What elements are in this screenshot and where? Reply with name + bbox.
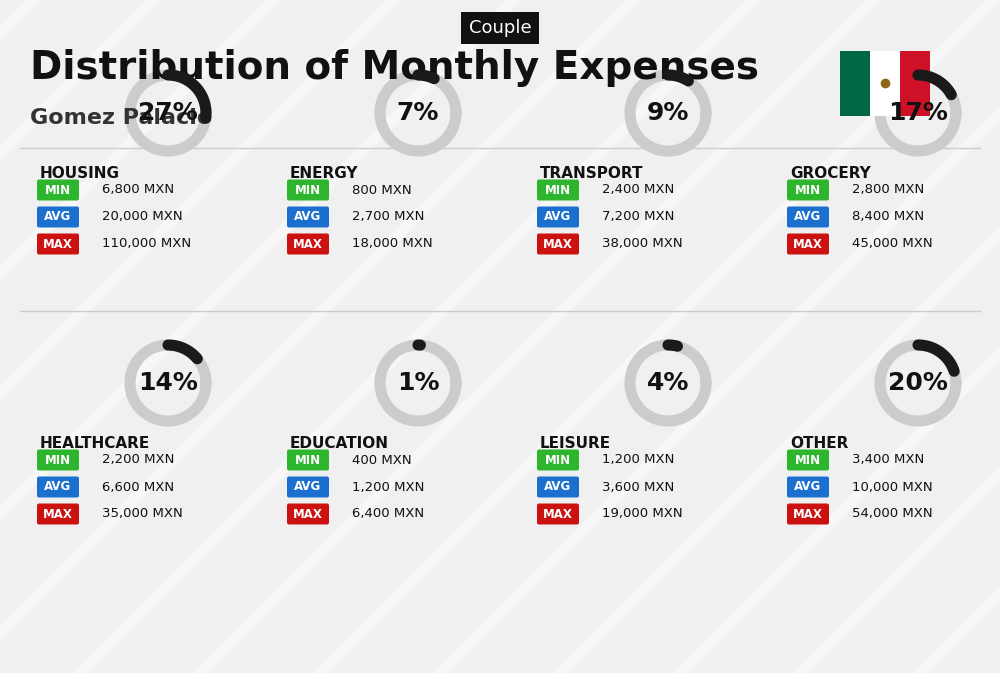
Text: MAX: MAX <box>543 507 573 520</box>
Text: ENERGY: ENERGY <box>290 166 358 181</box>
FancyBboxPatch shape <box>537 476 579 497</box>
Text: MAX: MAX <box>43 238 73 250</box>
Text: MIN: MIN <box>795 454 821 466</box>
Text: AVG: AVG <box>794 211 822 223</box>
Text: MIN: MIN <box>45 184 71 197</box>
Text: 10,000 MXN: 10,000 MXN <box>852 481 933 493</box>
FancyBboxPatch shape <box>37 207 79 227</box>
FancyBboxPatch shape <box>287 450 329 470</box>
Text: MAX: MAX <box>793 238 823 250</box>
Text: OTHER: OTHER <box>790 436 848 451</box>
Text: 6,600 MXN: 6,600 MXN <box>102 481 174 493</box>
Text: MIN: MIN <box>545 184 571 197</box>
Text: MAX: MAX <box>293 238 323 250</box>
Text: 4%: 4% <box>647 371 689 395</box>
FancyBboxPatch shape <box>287 234 329 254</box>
FancyBboxPatch shape <box>37 503 79 524</box>
FancyBboxPatch shape <box>37 450 79 470</box>
Text: 1,200 MXN: 1,200 MXN <box>602 454 674 466</box>
Text: Distribution of Monthly Expenses: Distribution of Monthly Expenses <box>30 49 759 87</box>
Text: 45,000 MXN: 45,000 MXN <box>852 238 933 250</box>
Text: 7,200 MXN: 7,200 MXN <box>602 211 674 223</box>
Text: Couple: Couple <box>469 19 531 37</box>
Text: 27%: 27% <box>138 101 198 125</box>
Text: LEISURE: LEISURE <box>540 436 611 451</box>
FancyBboxPatch shape <box>840 50 870 116</box>
FancyBboxPatch shape <box>37 180 79 201</box>
Text: 18,000 MXN: 18,000 MXN <box>352 238 433 250</box>
FancyBboxPatch shape <box>787 180 829 201</box>
Text: 14%: 14% <box>138 371 198 395</box>
Text: 17%: 17% <box>888 101 948 125</box>
FancyBboxPatch shape <box>287 476 329 497</box>
FancyBboxPatch shape <box>787 450 829 470</box>
Text: MIN: MIN <box>45 454 71 466</box>
FancyBboxPatch shape <box>537 207 579 227</box>
FancyBboxPatch shape <box>537 450 579 470</box>
Text: 400 MXN: 400 MXN <box>352 454 412 466</box>
Text: MIN: MIN <box>295 184 321 197</box>
Text: MIN: MIN <box>295 454 321 466</box>
FancyBboxPatch shape <box>287 207 329 227</box>
Text: 2,700 MXN: 2,700 MXN <box>352 211 424 223</box>
FancyBboxPatch shape <box>870 50 900 116</box>
Text: AVG: AVG <box>544 211 572 223</box>
Text: MAX: MAX <box>43 507 73 520</box>
Text: 110,000 MXN: 110,000 MXN <box>102 238 191 250</box>
Text: AVG: AVG <box>544 481 572 493</box>
Text: 38,000 MXN: 38,000 MXN <box>602 238 683 250</box>
Text: 3,400 MXN: 3,400 MXN <box>852 454 924 466</box>
Text: Gomez Palacio: Gomez Palacio <box>30 108 212 128</box>
Text: 3,600 MXN: 3,600 MXN <box>602 481 674 493</box>
Text: 6,400 MXN: 6,400 MXN <box>352 507 424 520</box>
FancyBboxPatch shape <box>787 207 829 227</box>
Text: HEALTHCARE: HEALTHCARE <box>40 436 150 451</box>
Text: HOUSING: HOUSING <box>40 166 120 181</box>
Text: GROCERY: GROCERY <box>790 166 871 181</box>
Text: 8,400 MXN: 8,400 MXN <box>852 211 924 223</box>
FancyBboxPatch shape <box>787 476 829 497</box>
Text: AVG: AVG <box>44 211 72 223</box>
Text: 6,800 MXN: 6,800 MXN <box>102 184 174 197</box>
Text: MAX: MAX <box>793 507 823 520</box>
Text: EDUCATION: EDUCATION <box>290 436 389 451</box>
Text: 800 MXN: 800 MXN <box>352 184 412 197</box>
Text: 9%: 9% <box>647 101 689 125</box>
Text: 54,000 MXN: 54,000 MXN <box>852 507 933 520</box>
Text: AVG: AVG <box>44 481 72 493</box>
Text: 20%: 20% <box>888 371 948 395</box>
Text: 1%: 1% <box>397 371 439 395</box>
FancyBboxPatch shape <box>287 180 329 201</box>
FancyBboxPatch shape <box>37 234 79 254</box>
FancyBboxPatch shape <box>900 50 930 116</box>
Text: 2,400 MXN: 2,400 MXN <box>602 184 674 197</box>
Text: 1,200 MXN: 1,200 MXN <box>352 481 424 493</box>
Text: MAX: MAX <box>543 238 573 250</box>
FancyBboxPatch shape <box>787 503 829 524</box>
FancyBboxPatch shape <box>537 180 579 201</box>
Text: 19,000 MXN: 19,000 MXN <box>602 507 683 520</box>
Text: MAX: MAX <box>293 507 323 520</box>
FancyBboxPatch shape <box>537 503 579 524</box>
Text: 2,800 MXN: 2,800 MXN <box>852 184 924 197</box>
Text: 7%: 7% <box>397 101 439 125</box>
Text: 35,000 MXN: 35,000 MXN <box>102 507 183 520</box>
FancyBboxPatch shape <box>537 234 579 254</box>
FancyBboxPatch shape <box>287 503 329 524</box>
Text: 20,000 MXN: 20,000 MXN <box>102 211 183 223</box>
Text: MIN: MIN <box>795 184 821 197</box>
Text: MIN: MIN <box>545 454 571 466</box>
Text: AVG: AVG <box>294 481 322 493</box>
FancyBboxPatch shape <box>37 476 79 497</box>
Text: AVG: AVG <box>794 481 822 493</box>
Text: 2,200 MXN: 2,200 MXN <box>102 454 174 466</box>
FancyBboxPatch shape <box>787 234 829 254</box>
Text: TRANSPORT: TRANSPORT <box>540 166 644 181</box>
Text: AVG: AVG <box>294 211 322 223</box>
